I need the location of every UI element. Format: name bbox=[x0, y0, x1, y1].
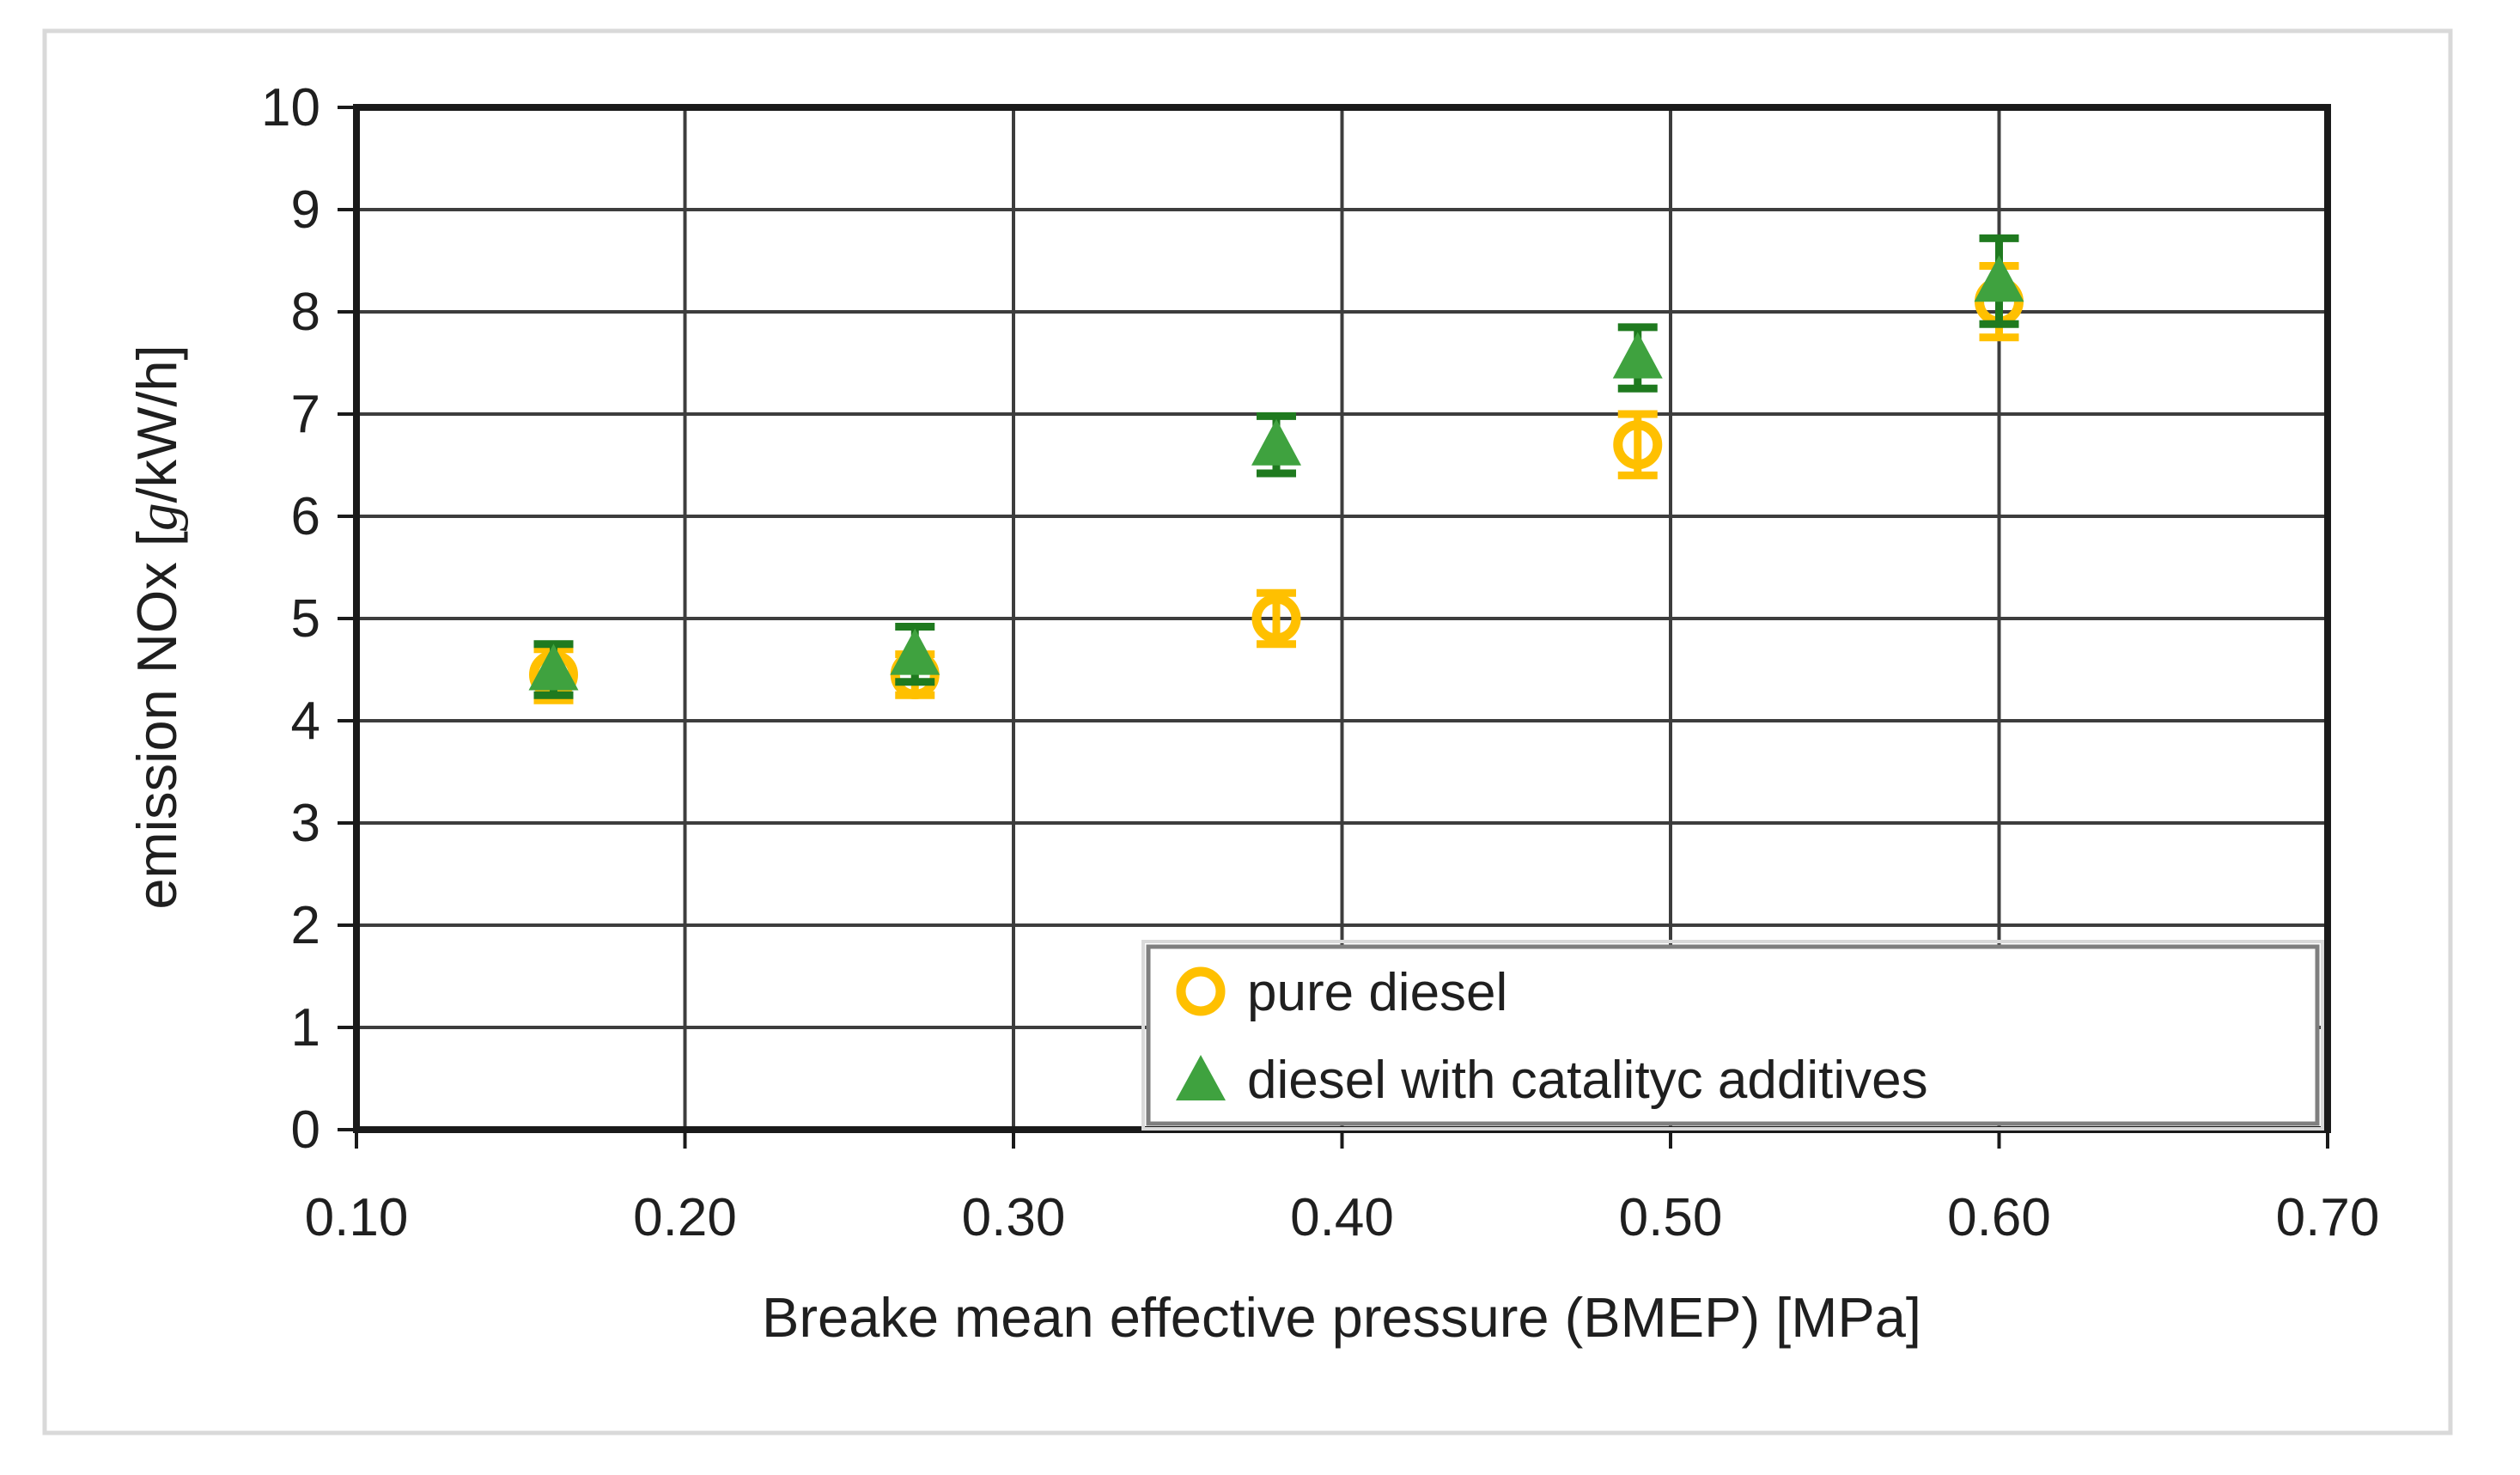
legend-box bbox=[1146, 944, 2320, 1126]
y-axis-title-unit-g: g bbox=[127, 503, 189, 532]
x-tick-label-0.60: 0.60 bbox=[1947, 1188, 2051, 1247]
y-tick-label-7: 7 bbox=[291, 385, 320, 444]
y-axis-title: emission NOx [g/kW/h] bbox=[125, 344, 189, 909]
open-circle-marker-icon bbox=[1176, 966, 1226, 1016]
x-axis-title: Breake mean effective pressure (BMEP) [M… bbox=[762, 1286, 1921, 1349]
y-tick-label-3: 3 bbox=[291, 794, 320, 853]
axis-ticks bbox=[338, 106, 2329, 1149]
filled-triangle-marker-icon bbox=[1176, 1055, 1226, 1100]
legend: pure diesel diesel with catalityc additi… bbox=[1141, 940, 2324, 1131]
marker-filled-triangle bbox=[1251, 418, 1301, 466]
series-diesel-with-catalityc-additives bbox=[528, 234, 2024, 699]
data-point-open-circle-0.38 bbox=[1251, 588, 1301, 649]
data-point-open-circle-0.49 bbox=[1613, 410, 1663, 479]
data-point-filled-triangle-0.27 bbox=[890, 623, 940, 686]
legend-item-pure-diesel: pure diesel bbox=[1176, 963, 1507, 1022]
data-point-filled-triangle-0.49 bbox=[1612, 323, 1663, 393]
y-tick-label-6: 6 bbox=[291, 487, 320, 546]
y-tick-label-4: 4 bbox=[291, 692, 320, 751]
y-tick-label-0: 0 bbox=[291, 1100, 320, 1160]
y-tick-label-5: 5 bbox=[291, 589, 320, 649]
marker-filled-triangle bbox=[1974, 255, 2024, 302]
y-axis-title-prefix: emission NOx [ bbox=[125, 531, 188, 910]
x-tick-label-0.70: 0.70 bbox=[2276, 1188, 2380, 1247]
y-axis-title-suffix: /kW/h] bbox=[125, 344, 188, 503]
x-tick-label-0.30: 0.30 bbox=[962, 1188, 1066, 1247]
x-tick-label-0.10: 0.10 bbox=[305, 1188, 409, 1247]
data-point-filled-triangle-0.38 bbox=[1251, 411, 1301, 478]
legend-outer-highlight bbox=[1141, 940, 2324, 1131]
y-tick-label-8: 8 bbox=[291, 283, 320, 342]
marker-open-circle bbox=[1251, 594, 1301, 643]
axis-tick-labels: 0 1 2 3 4 5 6 7 8 9 10 0.10 0.20 0.30 0.40 0.50 0.60 0.70 bbox=[261, 78, 2379, 1247]
legend-label-pure-diesel: pure diesel bbox=[1247, 963, 1507, 1022]
legend-item-diesel-with-catalityc-additives: diesel with catalityc additives bbox=[1176, 1051, 1928, 1110]
y-tick-label-9: 9 bbox=[291, 180, 320, 240]
marker-filled-triangle bbox=[1612, 332, 1663, 379]
x-tick-label-0.20: 0.20 bbox=[633, 1188, 737, 1247]
marker-filled-triangle bbox=[890, 628, 940, 675]
y-tick-label-1: 1 bbox=[291, 998, 320, 1057]
chart-frame bbox=[42, 28, 2453, 1435]
y-tick-label-2: 2 bbox=[291, 896, 320, 955]
data-point-filled-triangle-0.60 bbox=[1974, 234, 2024, 328]
marker-open-circle bbox=[1613, 420, 1663, 470]
x-tick-label-0.40: 0.40 bbox=[1290, 1188, 1394, 1247]
data-point-filled-triangle-0.16 bbox=[528, 640, 579, 699]
legend-label-diesel-additives: diesel with catalityc additives bbox=[1247, 1051, 1928, 1110]
marker-filled-triangle bbox=[528, 643, 579, 691]
data-series bbox=[528, 234, 2024, 704]
y-tick-label-10: 10 bbox=[261, 78, 320, 137]
x-tick-label-0.50: 0.50 bbox=[1619, 1188, 1723, 1247]
